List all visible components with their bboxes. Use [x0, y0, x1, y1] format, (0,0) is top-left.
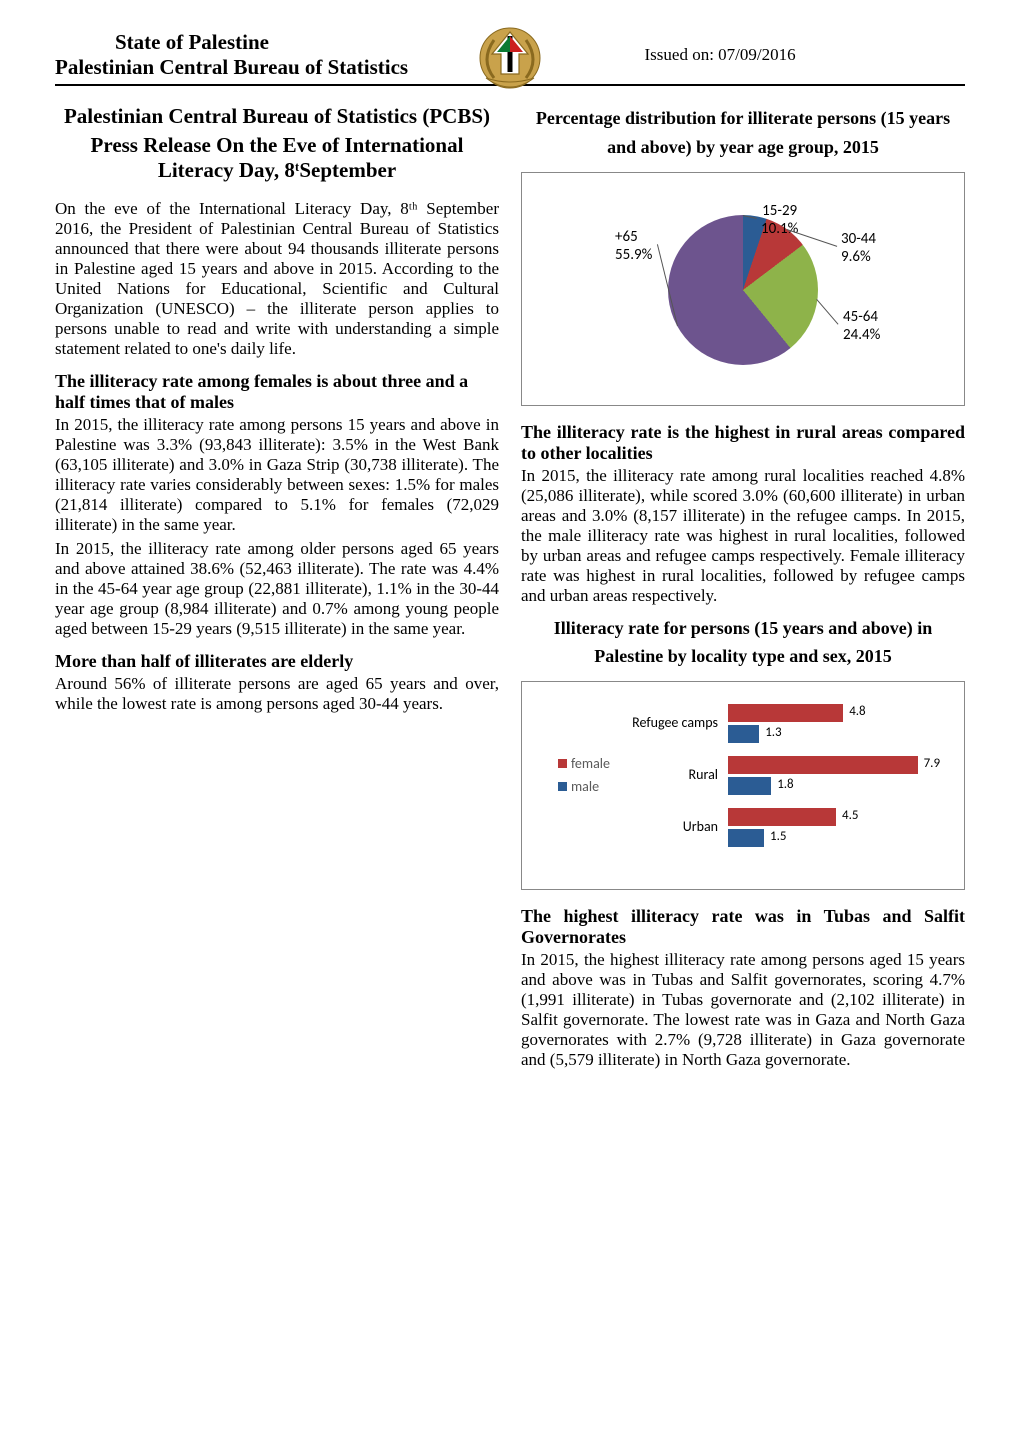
bar-value-label: 1.8: [777, 777, 793, 792]
page-header: State of Palestine Palestinian Central B…: [55, 30, 965, 80]
bar-value-label: 1.3: [765, 725, 781, 740]
bar-chart: female male Refugee camps4.81.3Rural7.91…: [553, 690, 933, 885]
right-column: Percentage distribution for illiterate p…: [521, 104, 965, 1074]
bar-row: Rural7.91.8: [728, 752, 928, 802]
bar-female: [728, 756, 918, 774]
palestine-emblem-icon: [470, 20, 550, 102]
bar-row: Urban4.51.5: [728, 804, 928, 854]
bar-value-label: 1.5: [770, 829, 786, 844]
bar-category-label: Rural: [598, 766, 718, 783]
bureau-title: Palestinian Central Bureau of Statistics: [55, 55, 465, 80]
bar-plot-area: Refugee camps4.81.3Rural7.91.8Urban4.51.…: [728, 700, 928, 855]
issued-date: Issued on: 07/09/2016: [645, 45, 796, 64]
bar-row: Refugee camps4.81.3: [728, 700, 928, 750]
press-release-heading: Press Release On the Eve of Internationa…: [55, 133, 499, 183]
bar-chart-title: Illiteracy rate for persons (15 years an…: [521, 614, 965, 672]
state-title: State of Palestine: [55, 30, 465, 55]
intro-paragraph: On the eve of the International Literacy…: [55, 199, 499, 359]
elderly-paragraph: Around 56% of illiterate persons are age…: [55, 674, 499, 714]
bar-male: [728, 829, 764, 847]
female-rate-p1: In 2015, the illiteracy rate among perso…: [55, 415, 499, 535]
bar-female: [728, 704, 843, 722]
rural-paragraph: In 2015, the illiteracy rate among rural…: [521, 466, 965, 606]
rural-heading: The illiteracy rate is the highest in ru…: [521, 422, 965, 464]
pie-chart: 15-2910.1%30-449.6%45-6424.4%+6555.9%: [588, 189, 898, 389]
pie-slice-label: +6555.9%: [615, 228, 652, 264]
bar-male: [728, 725, 759, 743]
bar-category-label: Refugee camps: [598, 714, 718, 731]
pie-slice-label: 30-449.6%: [841, 230, 876, 266]
legend-male-label: male: [571, 778, 599, 795]
bar-male: [728, 777, 771, 795]
pie-chart-title: Percentage distribution for illiterate p…: [521, 104, 965, 162]
org-heading: Palestinian Central Bureau of Statistics…: [55, 104, 499, 129]
pie-leader-line: [817, 299, 839, 325]
bar-category-label: Urban: [598, 818, 718, 835]
pie-slice-label: 45-6424.4%: [843, 308, 880, 344]
pie-chart-box: 15-2910.1%30-449.6%45-6424.4%+6555.9%: [521, 172, 965, 406]
bar-value-label: 4.5: [842, 808, 858, 823]
tubas-paragraph: In 2015, the highest illiteracy rate amo…: [521, 950, 965, 1070]
female-rate-heading: The illiteracy rate among females is abo…: [55, 371, 499, 413]
header-left: State of Palestine Palestinian Central B…: [55, 30, 465, 80]
body-columns: Palestinian Central Bureau of Statistics…: [55, 104, 965, 1074]
female-rate-p2: In 2015, the illiteracy rate among older…: [55, 539, 499, 639]
bar-value-label: 4.8: [849, 704, 865, 719]
bar-value-label: 7.9: [924, 756, 940, 771]
elderly-heading: More than half of illiterates are elderl…: [55, 651, 499, 672]
left-column: Palestinian Central Bureau of Statistics…: [55, 104, 499, 1074]
tubas-heading: The highest illiteracy rate was in Tubas…: [521, 906, 965, 948]
bar-female: [728, 808, 836, 826]
bar-chart-box: female male Refugee camps4.81.3Rural7.91…: [521, 681, 965, 890]
emblem-wrap: [470, 20, 550, 107]
